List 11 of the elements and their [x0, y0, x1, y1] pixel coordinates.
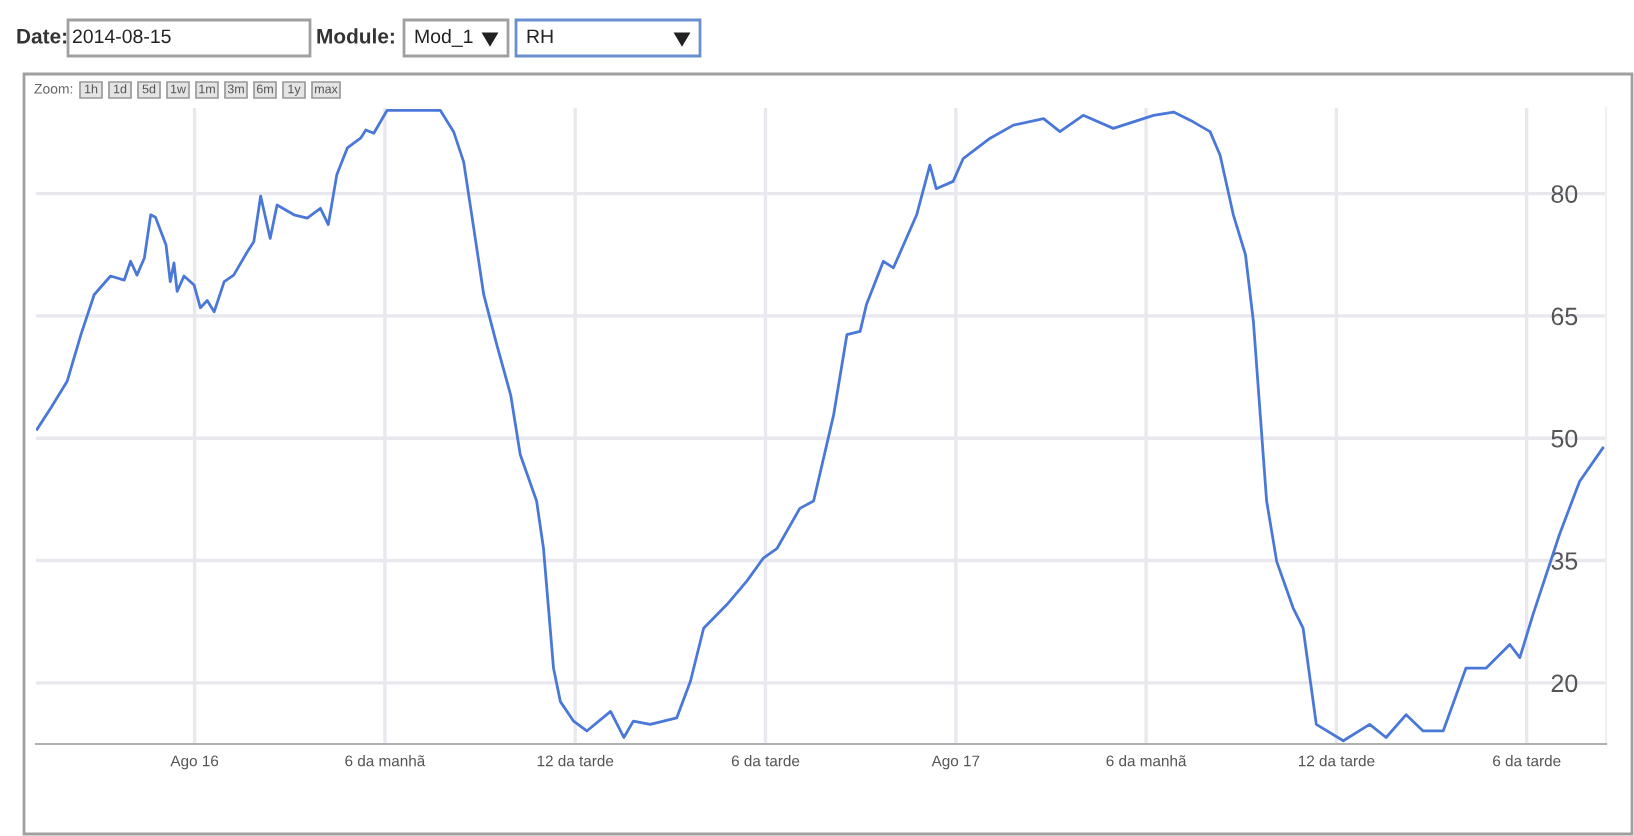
y-tick-label: 65 — [1551, 307, 1578, 326]
y-tick-label: 80 — [1551, 185, 1578, 203]
text: 2014-08-15 — [72, 29, 171, 44]
line-series — [36, 109, 1605, 743]
y-tick-label: 20 — [1551, 674, 1578, 693]
y-tick-label: 35 — [1551, 552, 1578, 570]
text: Module: — [317, 28, 394, 44]
text: Date: — [17, 29, 67, 44]
text: Mod_1 — [415, 28, 473, 47]
y-tick-label: 50 — [1551, 429, 1578, 448]
text: RH — [527, 29, 553, 44]
